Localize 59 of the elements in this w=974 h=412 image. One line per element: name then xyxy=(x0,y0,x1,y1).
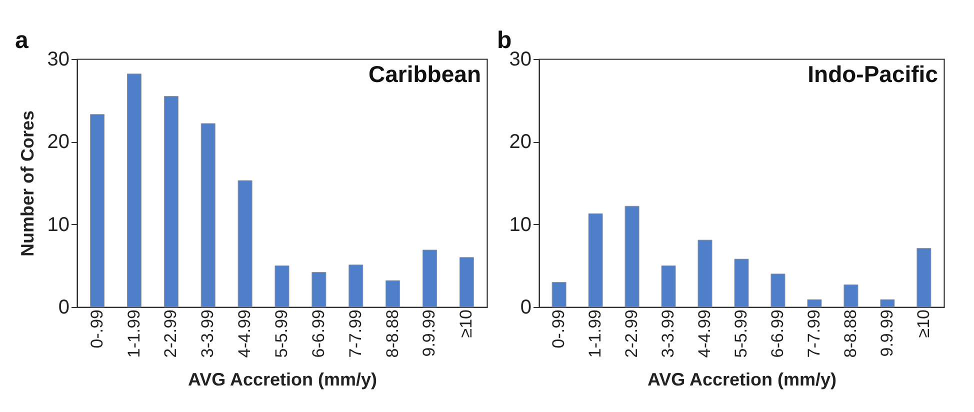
x-tick-label: 0-.99 xyxy=(87,310,106,348)
y-tick-label: 20 xyxy=(47,131,70,154)
bar xyxy=(238,180,252,308)
y-tick-label: 30 xyxy=(509,48,532,70)
bar xyxy=(90,114,105,308)
chart-title: Caribbean xyxy=(368,61,481,87)
bar xyxy=(588,213,603,308)
x-tick-label: 1-1.99 xyxy=(586,310,605,358)
y-tick-label: 20 xyxy=(509,131,532,154)
x-tick-label: 1-1.99 xyxy=(124,310,144,358)
bar xyxy=(734,258,749,308)
bar xyxy=(698,240,712,308)
text: b xyxy=(497,27,512,54)
x-tick-label: ≥10 xyxy=(456,310,476,338)
x-tick-label: 7-7.99 xyxy=(804,310,824,358)
x-tick-label: 8-8.88 xyxy=(840,310,860,358)
bar xyxy=(844,284,858,308)
y-tick-label: 0 xyxy=(58,296,70,318)
x-tick-label: 7-7.99 xyxy=(346,310,365,358)
bar xyxy=(312,272,326,308)
x-tick-label: 4-4.99 xyxy=(695,310,714,358)
bar xyxy=(459,257,474,308)
bar xyxy=(552,282,566,308)
x-tick-label: 8-8.88 xyxy=(382,310,402,358)
x-tick-label: 3-3.99 xyxy=(198,310,218,358)
x-tick-label: 9.9.99 xyxy=(420,310,439,357)
text: a xyxy=(15,27,29,54)
bar xyxy=(127,74,142,308)
bar xyxy=(274,265,290,308)
bar xyxy=(770,274,786,308)
x-tick-label: 3-3.99 xyxy=(658,310,678,358)
x-tick-label: 2-2.99 xyxy=(622,310,642,358)
bar xyxy=(164,96,178,308)
x-axis-title: AVG Accretion (mm/y) xyxy=(647,370,837,390)
y-axis-title: Number of Cores xyxy=(17,110,38,257)
bar xyxy=(200,123,216,308)
bar xyxy=(661,265,676,308)
x-tick-label: 5-5.99 xyxy=(272,310,291,358)
y-tick-label: 0 xyxy=(520,296,532,318)
x-tick-label: 4-4.99 xyxy=(235,310,254,358)
chart-title: Indo-Pacific xyxy=(808,61,938,87)
bar xyxy=(624,206,640,308)
x-tick-label: 9.9.99 xyxy=(877,310,896,357)
bar xyxy=(348,264,364,308)
bar xyxy=(807,299,822,308)
y-tick-label: 30 xyxy=(47,48,70,70)
bar xyxy=(880,299,895,308)
y-tick-label: 10 xyxy=(509,214,532,236)
y-tick-label: 10 xyxy=(47,214,70,236)
x-tick-label: 6-6.99 xyxy=(768,310,787,358)
bar xyxy=(422,250,437,308)
x-axis-title: AVG Accretion (mm/y) xyxy=(188,370,378,390)
x-tick-label: 0-.99 xyxy=(549,310,568,348)
x-tick-label: 5-5.99 xyxy=(732,310,750,358)
bar xyxy=(916,248,932,308)
bar xyxy=(386,280,400,308)
x-tick-label: 6-6.99 xyxy=(308,310,328,358)
x-tick-label: 2-2.99 xyxy=(161,310,180,358)
x-tick-label: ≥10 xyxy=(914,310,933,338)
